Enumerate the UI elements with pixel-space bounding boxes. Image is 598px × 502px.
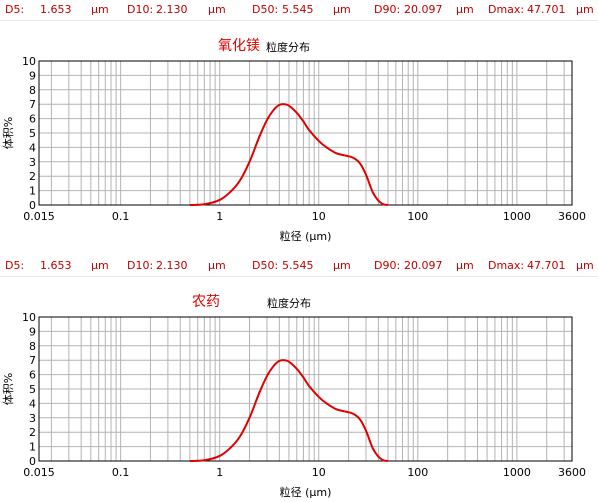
material-name: 氧化镁 xyxy=(218,38,260,54)
material-name: 农药 xyxy=(192,294,220,310)
d10-label: D10: xyxy=(127,3,154,16)
x-tick-label: 0.1 xyxy=(112,466,130,479)
y-tick-label: 7 xyxy=(29,354,36,367)
d90-unit: µm xyxy=(456,259,474,272)
stats-bar: D5: 1.653 µm D10: 2.130 µm D50: 5.545 µm… xyxy=(0,0,598,20)
y-tick-label: 8 xyxy=(29,340,36,353)
y-tick-label: 5 xyxy=(29,127,36,140)
x-tick-label: 10 xyxy=(312,210,326,223)
x-tick-label: 10 xyxy=(312,466,326,479)
d90-value: 20.097 xyxy=(404,259,443,272)
d10-unit: µm xyxy=(208,259,226,272)
d90-unit: µm xyxy=(456,3,474,16)
x-tick-label: 0.015 xyxy=(23,210,55,223)
y-tick-label: 1 xyxy=(29,441,36,454)
plot-frame xyxy=(38,316,573,462)
y-tick-label: 3 xyxy=(29,156,36,169)
d90-label: D90: xyxy=(374,3,401,16)
y-tick-label: 7 xyxy=(29,98,36,111)
y-axis-label: 体积% xyxy=(1,373,15,405)
y-tick-label: 4 xyxy=(29,141,36,154)
d50-label: D50: xyxy=(252,3,279,16)
dmax-label: Dmax: xyxy=(488,259,525,272)
x-tick-label: 1000 xyxy=(503,466,531,479)
x-tick-label: 0.1 xyxy=(112,210,130,223)
x-tick-label: 1000 xyxy=(503,210,531,223)
dmax-value: 47.701 xyxy=(527,3,566,16)
y-tick-label: 5 xyxy=(29,383,36,396)
y-tick-label: 3 xyxy=(29,412,36,425)
d50-value: 5.545 xyxy=(282,3,314,16)
d5-value: 1.653 xyxy=(40,3,72,16)
d10-unit: µm xyxy=(208,3,226,16)
y-tick-label: 9 xyxy=(29,325,36,338)
plot-frame xyxy=(38,60,573,206)
d90-label: D90: xyxy=(374,259,401,272)
dmax-unit: µm xyxy=(576,259,594,272)
y-tick-label: 0 xyxy=(29,455,36,468)
divider xyxy=(0,20,598,21)
d5-unit: µm xyxy=(91,259,109,272)
panel-1: D5: 1.653 µm D10: 2.130 µm D50: 5.545 µm… xyxy=(0,0,598,246)
y-tick-label: 8 xyxy=(29,84,36,97)
x-tick-label: 100 xyxy=(407,466,428,479)
d90-value: 20.097 xyxy=(404,3,443,16)
x-tick-label: 3600 xyxy=(558,466,586,479)
d5-unit: µm xyxy=(91,3,109,16)
d10-value: 2.130 xyxy=(156,259,188,272)
d5-label: D5: xyxy=(5,259,25,272)
x-axis-label: 粒径 (µm) xyxy=(280,485,332,499)
y-tick-label: 4 xyxy=(29,397,36,410)
x-axis-label: 粒径 (µm) xyxy=(280,229,332,243)
d50-unit: µm xyxy=(333,3,351,16)
panel-2: D5: 1.653 µm D10: 2.130 µm D50: 5.545 µm… xyxy=(0,256,598,502)
d50-label: D50: xyxy=(252,259,279,272)
y-tick-label: 6 xyxy=(29,113,36,126)
series-line xyxy=(189,359,389,462)
dmax-label: Dmax: xyxy=(488,3,525,16)
x-tick-label: 3600 xyxy=(558,210,586,223)
d50-value: 5.545 xyxy=(282,259,314,272)
series-line xyxy=(189,103,389,206)
d5-label: D5: xyxy=(5,3,25,16)
dmax-value: 47.701 xyxy=(527,259,566,272)
y-axis-label: 体积% xyxy=(1,117,15,149)
x-tick-label: 0.015 xyxy=(23,466,55,479)
d5-value: 1.653 xyxy=(40,259,72,272)
d50-unit: µm xyxy=(333,259,351,272)
x-tick-label: 1 xyxy=(216,466,223,479)
y-tick-label: 10 xyxy=(22,55,36,68)
y-tick-label: 2 xyxy=(29,426,36,439)
y-tick-label: 6 xyxy=(29,369,36,382)
chart-title: 粒度分布 xyxy=(267,297,311,310)
y-tick-label: 9 xyxy=(29,69,36,82)
stats-bar: D5: 1.653 µm D10: 2.130 µm D50: 5.545 µm… xyxy=(0,256,598,276)
chart-title: 粒度分布 xyxy=(266,41,310,54)
divider xyxy=(0,276,598,277)
dmax-unit: µm xyxy=(576,3,594,16)
d10-label: D10: xyxy=(127,259,154,272)
y-tick-label: 1 xyxy=(29,185,36,198)
y-tick-label: 10 xyxy=(22,311,36,324)
y-tick-label: 0 xyxy=(29,199,36,212)
d10-value: 2.130 xyxy=(156,3,188,16)
y-tick-label: 2 xyxy=(29,170,36,183)
x-tick-label: 1 xyxy=(216,210,223,223)
x-tick-label: 100 xyxy=(407,210,428,223)
